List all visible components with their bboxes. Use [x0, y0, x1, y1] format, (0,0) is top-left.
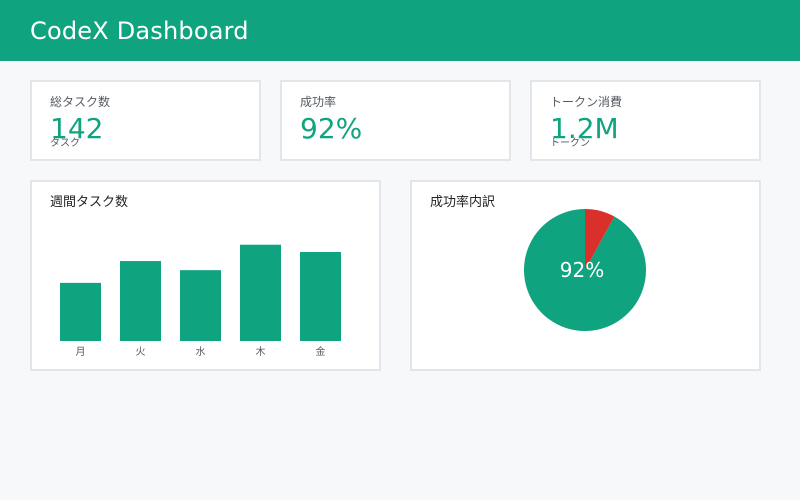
bar-2 — [180, 270, 221, 341]
stat-label: 成功率 — [300, 95, 337, 109]
x-tick-label: 水 — [196, 346, 206, 358]
stat-unit: タスク — [50, 138, 80, 149]
stat-unit: トークン — [550, 138, 590, 149]
stat-label: 総タスク数 — [50, 95, 111, 109]
bar-chart-title: 週間タスク数 — [50, 195, 129, 210]
success-breakdown-card: 成功率内訳 92% — [410, 180, 761, 371]
pie-center-label: 92% — [560, 258, 604, 282]
bar-3 — [240, 244, 281, 341]
weekly-tasks-card: 週間タスク数 月 火 水 木 金 — [30, 180, 381, 371]
bar-0 — [60, 282, 101, 341]
stat-value: 1.2M — [550, 112, 619, 145]
stat-label: トークン消費 — [550, 95, 623, 109]
bar-4 — [300, 251, 341, 341]
pie-slice-1 — [585, 209, 615, 270]
stat-card-total-tasks: 総タスク数 142 タスク — [30, 80, 261, 161]
x-tick-label: 火 — [136, 346, 146, 358]
weekly-tasks-bar-chart: 月火水木金 — [60, 244, 341, 358]
stat-value: 142 — [50, 112, 104, 145]
success-breakdown-pie-chart: 92% — [524, 209, 646, 331]
stat-card-success-rate: 成功率 92% — [280, 80, 511, 161]
app-header: CodeX Dashboard — [0, 0, 800, 61]
stat-value: 92% — [300, 112, 363, 145]
stat-card-token-usage: トークン消費 1.2M トークン — [530, 80, 761, 161]
x-tick-label: 月 — [76, 346, 86, 358]
x-tick-label: 金 — [316, 345, 326, 358]
bar-1 — [120, 261, 161, 341]
pie-chart-title: 成功率内訳 — [430, 195, 496, 210]
app-title: CodeX Dashboard — [30, 17, 249, 45]
x-tick-label: 木 — [256, 346, 266, 358]
